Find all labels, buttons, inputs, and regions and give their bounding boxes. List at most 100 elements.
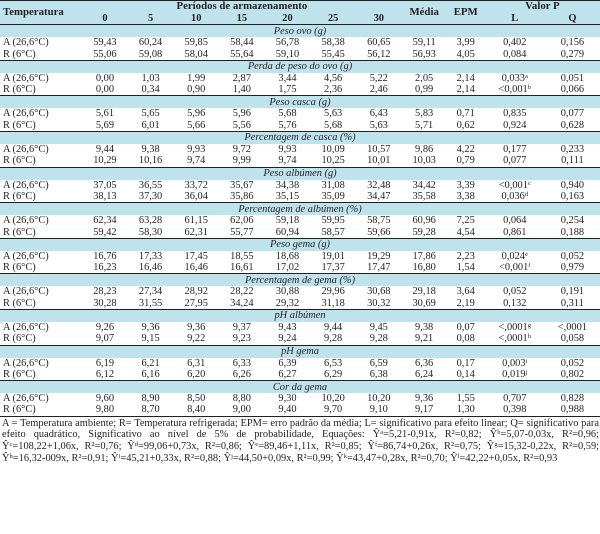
section-title: Perda de peso do ovo (g) xyxy=(0,59,600,73)
period-value: 5,22 xyxy=(369,72,388,84)
period-value: 6,16 xyxy=(141,368,160,380)
period-value: 60,24 xyxy=(138,37,163,49)
linear-p-text: 0,132 xyxy=(503,297,527,309)
linear-p-text: 0,064 xyxy=(503,215,527,227)
equation-letter: f xyxy=(374,440,378,448)
period-value: 10,01 xyxy=(367,155,391,167)
sem-value: 1,54 xyxy=(456,262,475,274)
period-value: 9,44 xyxy=(95,144,115,156)
equation-letter: l xyxy=(457,452,460,460)
row-label: R (6°C) xyxy=(3,119,36,131)
section-title: Peso casca (g) xyxy=(0,95,600,109)
linear-p-value: 0,132 xyxy=(485,298,545,310)
table-row: A (26,6°C) 9,44 9,38 9,93 9,72 9,93 10,09 10,57… xyxy=(0,144,600,155)
mean-value: 2,05 xyxy=(415,72,434,84)
table-row: R (6°C) 16,23 16,46 16,46 16,61 17,02 17,37 17,… xyxy=(0,262,600,274)
period-value: 6,29 xyxy=(324,368,343,380)
period-value: 9,30 xyxy=(278,393,297,405)
period-value: 6,31 xyxy=(187,357,206,369)
period-value: 2,36 xyxy=(324,84,343,96)
equation-text: =16,32-009x, R²=0,91; xyxy=(12,452,109,464)
linear-p-value: <,0001h xyxy=(485,333,545,345)
period-value: 16,46 xyxy=(184,262,208,274)
period-value: 9,24 xyxy=(278,333,297,345)
sem-value: 2,19 xyxy=(456,297,475,309)
table-row: R (6°C) 6,12 6,16 6,20 6,26 6,27 6,29 6,38 6,24 0… xyxy=(0,369,600,381)
linear-p-value: 0,861 xyxy=(485,226,545,238)
linear-p-value: 0,177 xyxy=(485,144,545,155)
table-row: R (6°C) 30,28 31,55 27,95 34,24 29,32 31,18 30,… xyxy=(0,298,600,310)
equation-letter: d xyxy=(134,440,139,448)
period-value: 5,68 xyxy=(278,108,297,120)
section-row: pH gema xyxy=(0,344,600,358)
section-title: pH gema xyxy=(0,344,600,358)
period-value: 38,13 xyxy=(93,190,117,202)
period-value: 9,72 xyxy=(232,144,251,156)
linear-p-text: <0,001 xyxy=(499,262,529,274)
period-value: 5,56 xyxy=(232,119,251,131)
day-header: 25 xyxy=(310,13,356,26)
row-label: A (26,6°C) xyxy=(3,37,49,49)
equation-letter: a xyxy=(380,429,384,437)
period-value: 18,55 xyxy=(230,250,254,262)
period-value: 29,96 xyxy=(321,286,345,298)
linear-p-text: <,0001 xyxy=(498,333,528,345)
period-value: 36,04 xyxy=(184,190,208,202)
linear-p-text: 0,024 xyxy=(501,250,525,262)
period-value: 59,10 xyxy=(275,48,300,60)
equation-letter: i xyxy=(118,452,121,460)
equation-text: =43,47+0,28x, R²=0,70; xyxy=(346,452,448,464)
quadratic-p-value: 0,279 xyxy=(560,48,585,60)
section-row: Percentagem de gema (%) xyxy=(0,273,600,287)
mean-value: 59,11 xyxy=(412,37,436,49)
period-value: 19,29 xyxy=(367,250,391,262)
quadratic-p-value: 0,828 xyxy=(560,393,585,405)
linear-p-value: <,0001g xyxy=(485,322,545,333)
row-label: R (6°C) xyxy=(3,84,36,96)
period-value: 34,47 xyxy=(367,190,391,202)
mean-value: 60,96 xyxy=(412,215,436,227)
quadratic-p-value: 0,163 xyxy=(560,190,585,202)
period-value: 59,95 xyxy=(321,215,345,227)
day-header: 20 xyxy=(264,13,311,26)
sem-value: 0,71 xyxy=(456,108,475,120)
equation-ref: i xyxy=(525,357,528,365)
period-value: 56,12 xyxy=(367,48,391,60)
period-value: 58,38 xyxy=(321,37,345,49)
sem-header: EPM xyxy=(446,0,485,25)
period-value: 8,50 xyxy=(187,393,206,405)
period-value: 9,15 xyxy=(141,333,160,345)
linear-p-text: 0,077 xyxy=(503,155,527,167)
period-value: 2,46 xyxy=(369,84,388,96)
period-value: 60,65 xyxy=(367,37,391,49)
quadratic-p-value: 0,111 xyxy=(561,155,584,167)
period-value: 31,18 xyxy=(321,297,345,309)
period-value: 17,37 xyxy=(321,262,345,274)
section-row: Peso casca (g) xyxy=(0,95,600,109)
quadratic-p-value: 0,628 xyxy=(560,119,585,131)
equation: Ŷf=86,74+0,26x, R²=0,75; xyxy=(361,440,481,452)
equation-text: =108,22+1,06x, R²=0,76; xyxy=(12,440,122,452)
section-row: Peso gema (g) xyxy=(0,237,600,251)
sem-value: 4,54 xyxy=(456,226,475,238)
section-row: Cor da gema xyxy=(0,380,600,394)
period-value: 3,44 xyxy=(278,72,297,84)
linear-p-value: 0,835 xyxy=(485,108,545,119)
header-row-bottom: 0 5 10 15 20 25 30 L Q xyxy=(0,13,600,26)
period-value: 5,69 xyxy=(95,119,115,131)
sem-value: 3,99 xyxy=(456,37,475,49)
period-value: 27,34 xyxy=(138,286,163,298)
period-value: 5,76 xyxy=(278,119,297,131)
row-label: R (6°C) xyxy=(3,333,36,345)
period-value: 9,28 xyxy=(369,333,388,345)
section-row: pH albúmen xyxy=(0,308,600,322)
row-label: R (6°C) xyxy=(0,404,83,417)
period-value: 6,26 xyxy=(232,368,251,380)
period-value: 35,86 xyxy=(230,190,254,202)
table-row: A (26,6°C) 9,26 9,36 9,36 9,37 9,43 9,44 9,45 9,… xyxy=(0,322,600,333)
linear-p-text: 0,019 xyxy=(502,368,526,380)
linear-header: L xyxy=(484,13,545,26)
period-value: 9,93 xyxy=(278,144,297,156)
period-value: 37,05 xyxy=(93,179,117,191)
mean-value: 6,36 xyxy=(415,357,434,369)
